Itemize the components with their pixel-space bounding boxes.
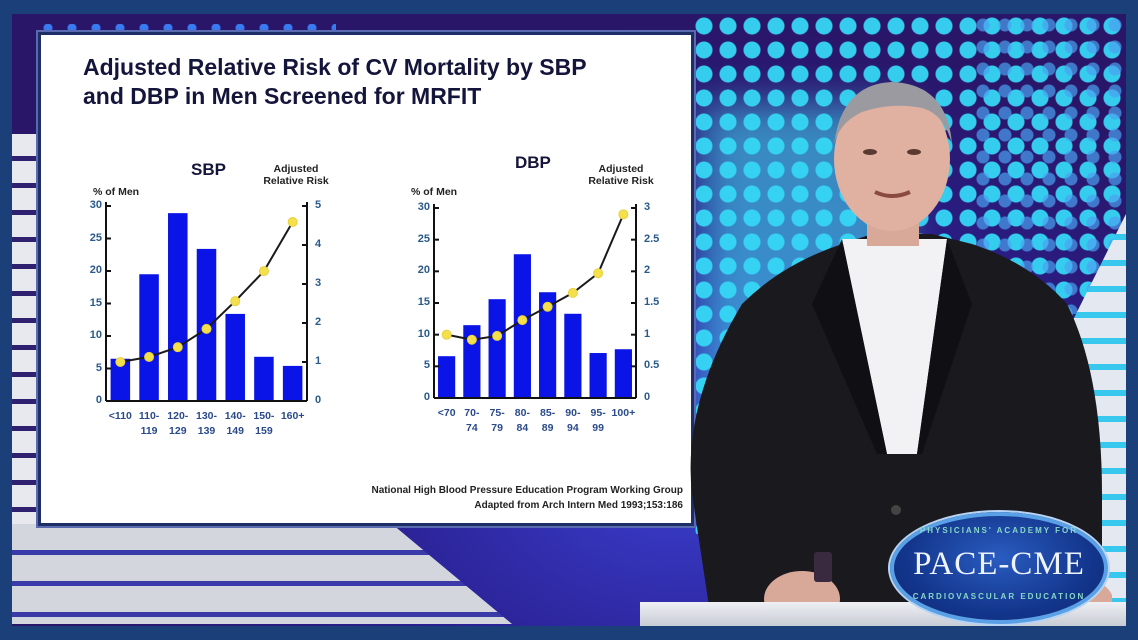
risk-marker	[230, 296, 241, 307]
risk-marker	[115, 357, 126, 367]
left-axis-tick: 0	[423, 391, 430, 403]
right-axis-tick: 2	[644, 264, 651, 277]
bar	[225, 313, 245, 401]
bar	[438, 356, 456, 398]
risk-marker	[258, 266, 269, 277]
sbp-right-axis-label-line-2: Relative Risk	[263, 175, 329, 187]
risk-marker	[593, 268, 604, 279]
dbp-right-axis-label-line-2: Relative Risk	[588, 175, 654, 187]
sbp-chart-title: SBP	[191, 160, 226, 179]
presentation-slide: Adjusted Relative Risk of CV Mortality b…	[38, 32, 694, 526]
sbp-right-axis-label: Adjusted Relative Risk	[256, 163, 336, 187]
dbp-right-axis-label: Adjusted Relative Risk	[576, 163, 666, 187]
left-axis-tick: 5	[423, 359, 430, 372]
right-axis-tick: 1	[644, 327, 651, 340]
dbp-right-axis-label-line-1: Adjusted	[598, 163, 644, 175]
bar	[564, 313, 582, 398]
left-axis-tick: 30	[89, 199, 102, 211]
right-axis-tick: 4	[315, 238, 322, 250]
bar	[463, 325, 481, 398]
risk-marker	[466, 334, 477, 345]
bar	[539, 292, 557, 398]
citation-line-2: Adapted from Arch Intern Med 1993;153:18…	[474, 500, 683, 511]
left-axis-tick: 10	[417, 327, 430, 340]
risk-marker	[441, 329, 452, 340]
x-axis-category-label: <70	[437, 407, 456, 419]
right-axis-tick: 1	[315, 355, 322, 367]
x-axis-category-label: 120- 129	[167, 410, 189, 437]
left-axis-tick: 15	[89, 296, 102, 309]
risk-marker	[517, 315, 528, 326]
bar	[513, 254, 531, 398]
right-axis-tick: 0.5	[644, 359, 660, 372]
logo-main-text: PACE-CME	[913, 546, 1085, 582]
x-axis-category-label: <110	[108, 410, 132, 422]
right-axis-tick: 0	[644, 391, 651, 403]
background-stripes-left	[12, 134, 40, 574]
sbp-left-axis-label: % of Men	[93, 186, 140, 198]
risk-marker	[201, 323, 212, 334]
x-axis-category-label: 80- 84	[514, 407, 530, 434]
x-axis-category-label: 85- 89	[540, 407, 556, 434]
left-axis-tick: 20	[417, 264, 430, 277]
sbp-chart	[105, 202, 637, 402]
presentation-clicker-icon	[814, 552, 832, 582]
left-axis-tick: 25	[417, 232, 430, 245]
right-axis-tick: 3	[315, 277, 322, 289]
citation-line-1: National High Blood Pressure Education P…	[371, 485, 683, 496]
x-axis-category-label: 75- 79	[489, 407, 505, 434]
slide-title-line-2: and DBP in Men Screened for MRFIT	[83, 83, 482, 109]
chart-sbp-plot	[105, 202, 308, 402]
risk-marker	[618, 209, 629, 220]
chart-dbp-plot	[433, 204, 637, 399]
bar	[282, 365, 303, 401]
x-axis-category-label: 95- 99	[590, 407, 606, 434]
dbp-chart-title: DBP	[515, 153, 551, 172]
risk-marker	[567, 287, 578, 298]
x-axis-category-label: 160+	[280, 410, 305, 422]
risk-marker	[542, 301, 553, 312]
left-axis-tick: 0	[95, 394, 102, 406]
risk-marker	[287, 216, 298, 227]
slide-title: Adjusted Relative Risk of CV Mortality b…	[83, 53, 683, 111]
risk-marker	[144, 351, 155, 362]
left-axis-tick: 30	[417, 201, 430, 213]
right-axis-tick: 3	[644, 201, 651, 213]
bar	[614, 349, 632, 398]
right-axis-tick: 0	[315, 394, 322, 406]
x-axis-category-label: 110- 119	[138, 410, 160, 437]
bar	[254, 356, 274, 401]
left-axis-tick: 5	[95, 361, 102, 374]
bar	[168, 213, 188, 401]
bar	[589, 353, 607, 398]
bar	[139, 274, 159, 401]
risk-marker	[492, 330, 503, 341]
logo-bottom-text: CARDIOVASCULAR EDUCATION	[912, 592, 1086, 601]
x-axis-category-label: 130- 139	[195, 410, 217, 437]
x-axis-category-label: 70- 74	[464, 407, 480, 434]
logo-top-text: PHYSICIANS' ACADEMY FOR	[919, 526, 1079, 535]
x-axis-category-label: 90- 94	[565, 407, 581, 434]
risk-marker	[172, 342, 183, 353]
decorative-dots-top	[36, 24, 336, 32]
bar	[488, 299, 506, 398]
pace-cme-logo: PHYSICIANS' ACADEMY FOR PACE-CME CARDIOV…	[890, 512, 1108, 624]
right-axis-tick: 5	[315, 199, 322, 211]
left-axis-tick: 10	[89, 329, 102, 341]
x-axis-category-label: 100+	[611, 407, 636, 419]
right-axis-tick: 2	[315, 316, 322, 328]
bar	[110, 358, 131, 401]
video-frame: Adjusted Relative Risk of CV Mortality b…	[12, 14, 1126, 626]
x-axis-category-label: 150- 159	[253, 410, 275, 437]
sbp-right-axis-label-line-1: Adjusted	[273, 163, 319, 175]
left-axis-tick: 25	[89, 231, 102, 244]
right-axis-tick: 2.5	[644, 232, 660, 245]
left-axis-tick: 20	[89, 264, 102, 276]
slide-title-line-1: Adjusted Relative Risk of CV Mortality b…	[83, 54, 587, 80]
dbp-left-axis-label: % of Men	[411, 186, 458, 198]
left-axis-tick: 15	[417, 296, 430, 308]
right-axis-tick: 1.5	[644, 296, 660, 308]
x-axis-category-label: 140- 149	[224, 410, 246, 437]
